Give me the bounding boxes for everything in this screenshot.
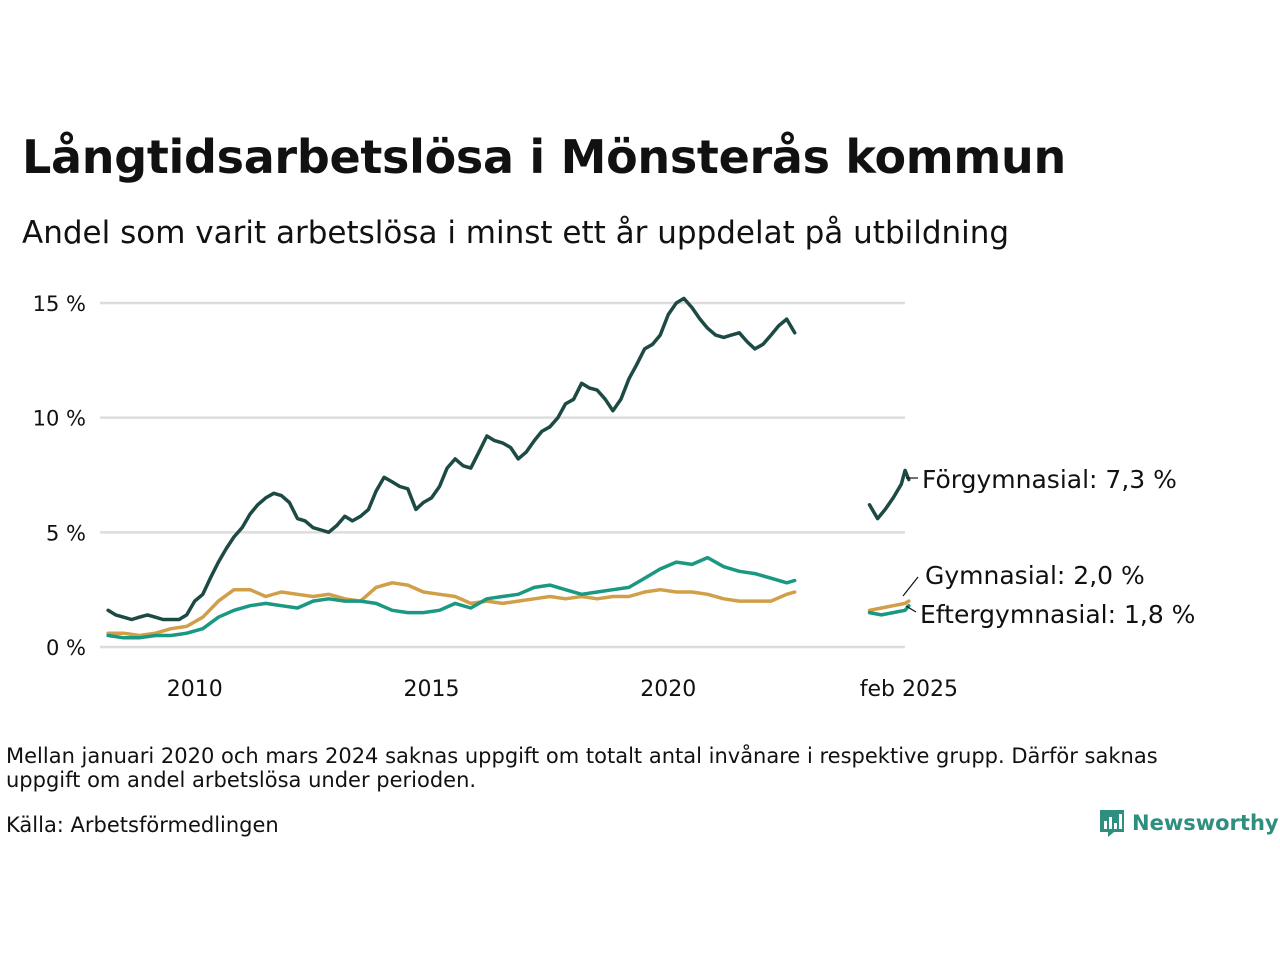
x-tick-label: 2010 <box>167 677 223 702</box>
series-line-förgymnasial <box>106 296 797 622</box>
newsworthy-logo-icon <box>1100 810 1124 837</box>
chart-subtitle: Andel som varit arbetslösa i minst ett å… <box>22 215 1010 251</box>
series-end-label: Gymnasial: 2,0 % <box>925 561 1145 590</box>
brand-name: Newsworthy <box>1132 811 1279 835</box>
source-text: Källa: Arbetsförmedlingen <box>6 813 279 837</box>
label-connector <box>902 576 919 597</box>
x-tick-label: 2015 <box>403 677 459 702</box>
chart-title: Långtidsarbetslösa i Mönsterås kommun <box>22 130 1066 184</box>
y-tick-label: 5 % <box>46 521 86 545</box>
grid-lines <box>100 301 905 649</box>
y-tick-label: 10 % <box>33 407 86 431</box>
y-tick-label: 15 % <box>33 292 86 316</box>
line-chart: 0 % 5 % 10 % 15 % 2010 2015 2020 feb 2025 Förg… <box>33 292 1196 702</box>
series-line-eftergymnasial <box>106 555 797 640</box>
x-tick-label: 2020 <box>640 677 696 702</box>
brand-logo: Newsworthy <box>1098 808 1279 838</box>
series-lines <box>106 296 911 640</box>
series-line-gymnasial <box>106 581 797 638</box>
label-connector <box>905 605 917 613</box>
series-line-eftergymnasial <box>867 603 911 617</box>
series-line-gymnasial <box>867 599 911 613</box>
y-axis-ticks: 0 % 5 % 10 % 15 % <box>33 292 86 660</box>
series-end-label: Eftergymnasial: 1,8 % <box>920 600 1195 629</box>
x-tick-label: feb 2025 <box>860 677 958 702</box>
series-line-förgymnasial <box>867 468 911 521</box>
footnote: Mellan januari 2020 och mars 2024 saknas… <box>6 744 1158 793</box>
y-tick-label: 0 % <box>46 636 86 660</box>
end-labels: Förgymnasial: 7,3 % Gymnasial: 2,0 % Efter… <box>902 465 1195 629</box>
x-axis-ticks: 2010 2015 2020 feb 2025 <box>167 677 958 702</box>
series-end-label: Förgymnasial: 7,3 % <box>922 465 1177 494</box>
